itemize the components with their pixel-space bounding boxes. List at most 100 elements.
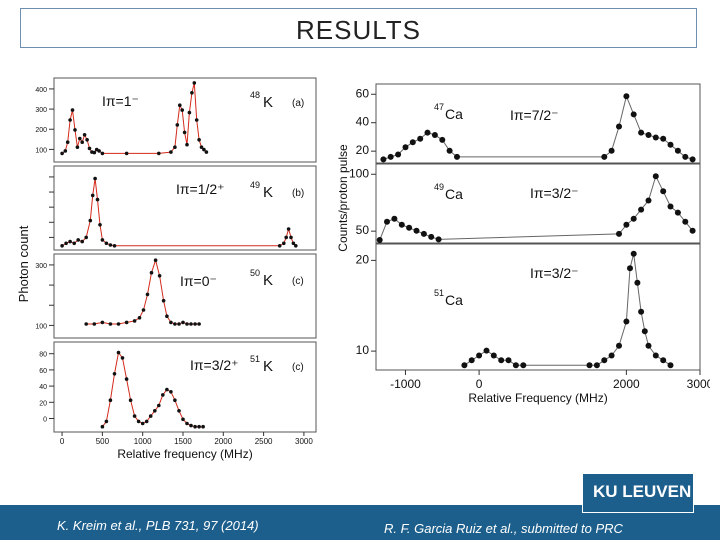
data-point [593,362,600,369]
data-point [169,150,173,154]
data-point [108,322,113,326]
data-point [630,215,637,222]
data-point [652,352,659,359]
data-point [149,270,154,275]
data-point [65,140,70,144]
x-tick-label: 1000 [134,437,152,446]
data-point [520,362,527,369]
data-point [667,141,674,148]
data-point [88,218,93,223]
x-tick-label: 3000 [687,377,710,391]
data-point [173,322,177,326]
data-point [161,393,165,397]
ca51-spin-label: Iπ=3/2⁻ [530,265,579,281]
y-tick-label: 300 [35,263,47,270]
k50-mass-number: 50 [250,268,260,278]
data-point [165,387,169,392]
y-tick-label: 20 [356,252,370,266]
data-point [112,372,117,376]
data-point [116,350,121,355]
k49-panel-tag: (b) [292,188,304,199]
ca47-element: Ca [445,106,463,122]
data-point [181,417,185,422]
fit-line [383,94,693,160]
citation-left: K. Kreim et al., PLB 731, 97 (2014) [57,518,259,533]
data-point [202,147,206,152]
data-point [180,108,184,112]
data-point [601,153,608,160]
data-point [169,390,173,394]
data-point [395,151,402,158]
data-point [177,409,181,413]
data-point [78,136,82,141]
x-tick-label: 2500 [255,437,273,446]
data-point [153,409,157,413]
data-point [616,230,622,237]
data-point [104,419,109,424]
data-point [194,118,199,122]
ca51-panel: 51 Ca Iπ=3/2⁻ 10 20 [356,243,701,371]
slide-title-box: RESULTS [20,8,697,48]
data-point [660,357,667,364]
k48-element: K [263,94,273,111]
data-point [586,362,593,369]
data-point [413,227,420,234]
data-point [660,188,667,195]
data-point [623,318,630,325]
data-point [173,145,177,149]
data-point [98,223,102,227]
data-point [72,241,76,246]
data-point [391,215,398,222]
y-tick-label: 20 [39,400,47,407]
k48-panel-tag: (a) [292,98,304,109]
data-point [446,147,453,154]
data-point [468,357,475,364]
data-point [420,230,427,237]
data-point [428,233,435,240]
data-point [406,224,413,231]
data-point [185,142,189,147]
data-point [132,414,137,418]
ca49-panel: 49 Ca Iπ=3/2⁻ 50 100 [349,163,701,244]
data-point [165,314,169,318]
left-chart-xlabel: Relative frequency (MHz) [117,447,252,461]
data-point [187,110,192,115]
y-tick-label: 60 [356,86,370,100]
data-point [667,203,674,210]
data-point [73,128,77,132]
data-point [175,123,180,127]
data-point [76,238,80,242]
x-tick-label: 2000 [214,437,232,446]
x-tick-label: 0 [476,377,483,391]
data-point [674,209,681,216]
data-point [116,322,121,326]
data-point [294,244,298,248]
y-tick-label: 60 [39,368,47,375]
ca49-element: Ca [445,186,463,202]
data-point [652,134,659,141]
slide-title: RESULTS [296,15,421,45]
data-point [87,146,92,151]
y-tick-label: 40 [356,115,370,129]
data-point [124,320,129,325]
data-point [182,130,187,135]
data-point [282,241,286,246]
k49-mass-number: 49 [250,180,260,190]
data-point [181,320,185,325]
data-point [189,322,193,326]
data-point [157,151,161,156]
k49-spin-label: Iπ=1/2⁺ [176,181,225,197]
data-point [387,153,394,160]
data-point [93,176,97,181]
ca49-mass-number: 49 [434,182,444,192]
k48-panel: Iπ=1⁻ 48 K (a) 100 200 300 400 [35,77,317,163]
data-point [145,292,150,297]
data-point [627,265,633,272]
data-point [608,147,615,154]
data-point [80,140,84,144]
data-point [630,111,637,118]
data-point [376,237,383,243]
data-point [95,197,100,202]
data-point [124,151,129,156]
data-point [197,322,201,326]
